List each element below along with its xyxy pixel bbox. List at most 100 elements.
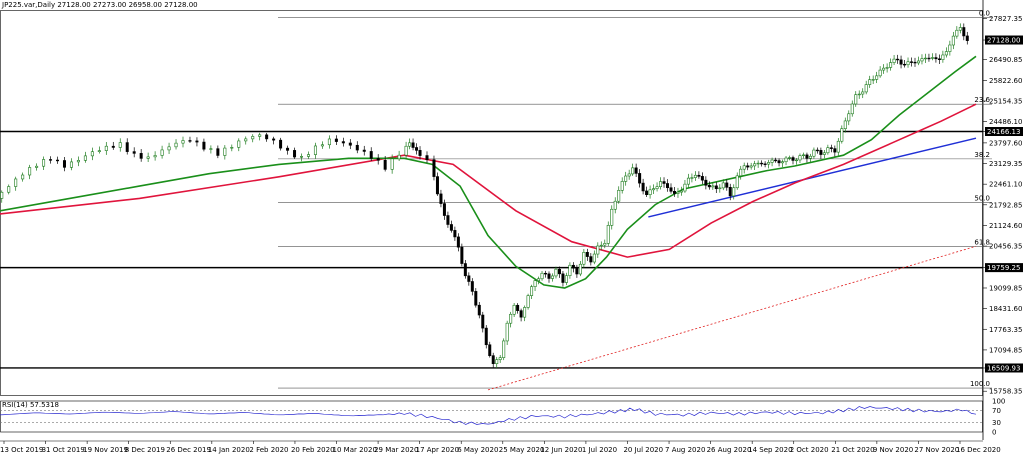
candle-body (286, 147, 290, 151)
candle-body (589, 256, 593, 263)
candle-body (882, 67, 886, 71)
candle-body (756, 162, 760, 165)
candle-body (920, 58, 924, 62)
candle-body (592, 253, 596, 263)
date-label: 10 Mar 2020 (333, 446, 377, 454)
date-label: 20 Jul 2020 (623, 446, 663, 454)
candle-body (648, 189, 652, 196)
candle-body (578, 263, 582, 275)
candle-body (362, 149, 366, 152)
moving-average-green (0, 55, 977, 289)
candle-body (251, 136, 255, 140)
price-axis-label: 20456.35 (989, 243, 1022, 251)
candle-body (910, 61, 914, 63)
rsi-line (0, 406, 977, 425)
price-axis-label: 19099.85 (989, 284, 1022, 292)
candle-body (550, 275, 554, 279)
price-tag-label: 19759.25 (987, 264, 1020, 272)
candle-body (0, 191, 4, 199)
candle-body (669, 187, 673, 192)
trendline-blue[interactable] (648, 137, 977, 218)
candle-body (896, 58, 900, 61)
candle-body (449, 224, 453, 231)
candle-body (903, 63, 907, 66)
candle-body (864, 84, 868, 93)
candle-body (659, 181, 663, 187)
rsi-frame (0, 400, 983, 433)
candle-body (634, 167, 638, 174)
date-label: 14 Jan 2020 (208, 446, 250, 454)
candle-body (711, 185, 715, 188)
candle-body (749, 165, 753, 168)
candle-body (334, 138, 338, 142)
trendline-red-dashed[interactable] (487, 245, 977, 391)
candle-body (746, 165, 750, 168)
candle-body (676, 191, 680, 194)
candle-body (237, 140, 241, 148)
candle-body (739, 168, 743, 177)
candle-body (585, 252, 589, 257)
rsi-label: RSI(14) 57.5318 (2, 401, 59, 409)
candle-body (62, 160, 66, 168)
candle-body (840, 128, 844, 142)
candle-body (160, 149, 164, 156)
candle-body (28, 167, 32, 176)
candle-body (826, 147, 830, 154)
candle-body (847, 113, 851, 122)
date-label: 25 May 2020 (499, 446, 545, 454)
rsi-axis-label: 0 (992, 429, 996, 437)
candle-body (655, 186, 659, 189)
candle-body (554, 268, 558, 277)
date-label: 27 Nov 2020 (914, 446, 959, 454)
candle-body (502, 340, 506, 358)
candle-body (467, 275, 471, 282)
candle-body (843, 120, 847, 129)
candle-body (652, 188, 656, 191)
trendlines[interactable] (487, 137, 977, 391)
candle-body (523, 307, 527, 318)
price-axis-label: 18431.60 (989, 305, 1022, 313)
price-axis-label: 21792.85 (989, 201, 1022, 209)
candles (0, 23, 969, 369)
horizontal-levels[interactable] (0, 130, 983, 369)
candle-body (645, 190, 649, 196)
price-axis-label: 15758.35 (989, 388, 1022, 396)
chart-header: JP225.var,Daily 27128.00 27273.00 26958.… (1, 1, 198, 9)
candle-body (781, 161, 785, 164)
candle-body (216, 148, 220, 156)
candle-body (470, 281, 474, 292)
candle-body (223, 147, 227, 156)
candle-body (174, 142, 178, 148)
fib-label: 100.0 (970, 380, 990, 388)
price-tag-label: 24166.13 (987, 128, 1020, 136)
candle-body (153, 155, 157, 158)
candle-body (341, 141, 345, 144)
candle-body (620, 181, 624, 191)
candle-body (139, 153, 143, 159)
date-label: 26 Dec 2019 (166, 446, 211, 454)
candle-body (854, 94, 858, 105)
candle-body (916, 60, 920, 64)
candle-body (202, 141, 206, 150)
price-axis-label: 21124.60 (989, 222, 1022, 230)
price-axis: 27827.35 27128.00 26490.85 25822.60 25154.35… (983, 15, 1023, 396)
candle-body (878, 69, 882, 77)
candle-body (132, 151, 136, 154)
candle-body (320, 144, 324, 147)
candle-body (547, 273, 551, 279)
candle-body (868, 79, 872, 85)
candle-body (683, 183, 687, 192)
date-label: 12 Jun 2020 (540, 446, 582, 454)
candle-body (512, 304, 516, 315)
candle-body (146, 156, 150, 159)
candle-body (871, 79, 875, 81)
price-axis-label: 23129.35 (989, 160, 1022, 168)
candle-body (533, 280, 537, 287)
candle-body (760, 162, 764, 165)
fib-label: 61.8 (974, 238, 990, 246)
candle-body (798, 155, 802, 161)
main-plot-frame (0, 10, 983, 396)
candle-body (411, 142, 415, 148)
candle-body (955, 29, 959, 37)
